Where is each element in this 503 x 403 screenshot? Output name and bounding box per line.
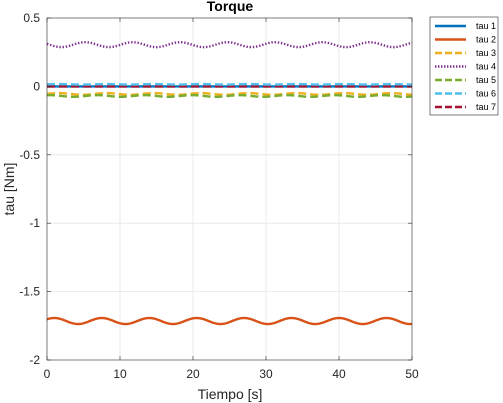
legend-label: tau 3	[476, 48, 496, 58]
x-tick-label: 10	[113, 367, 127, 381]
y-tick-label: -1	[29, 216, 40, 230]
chart-title: Torque	[207, 0, 254, 14]
series-line-tau-2	[46, 316, 413, 326]
y-tick-label: -1.5	[19, 285, 40, 299]
x-tick-label: 20	[186, 367, 200, 381]
x-tick-label: 30	[259, 367, 273, 381]
y-tick-label: 0	[33, 79, 40, 93]
legend-label: tau 6	[476, 89, 496, 99]
legend: tau 1 tau 2 tau 3 tau 4 tau 5 tau 6 tau 7	[429, 16, 499, 116]
legend-label: tau 5	[476, 75, 496, 85]
legend-label: tau 2	[476, 35, 496, 45]
legend-label: tau 1	[476, 21, 496, 31]
plot-area	[47, 18, 412, 360]
x-tick-label: 40	[332, 367, 346, 381]
y-tick-label: -2	[29, 353, 40, 367]
x-axis-label: Tiempo [s]	[198, 386, 263, 402]
series-layer	[46, 41, 413, 326]
x-tick-label: 50	[405, 367, 419, 381]
series-line-tau-6	[46, 82, 413, 86]
y-tick-label: 0.5	[23, 11, 40, 25]
ticks: 0 10 20 30 40 50 0.5 0 -0.5 -1 -1.5 -2	[19, 11, 419, 381]
x-tick-label: 0	[44, 367, 51, 381]
y-axis-label: tau [Nm]	[1, 163, 17, 216]
series-line-tau-5	[46, 93, 413, 99]
legend-label: tau 7	[476, 102, 496, 112]
y-tick-label: -0.5	[19, 148, 40, 162]
plot-frame	[46, 17, 413, 361]
legend-label: tau 4	[476, 62, 496, 72]
